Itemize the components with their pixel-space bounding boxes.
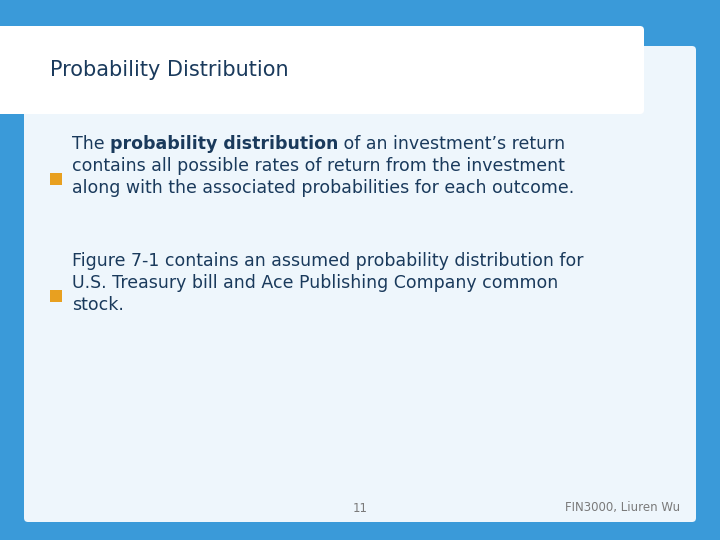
FancyBboxPatch shape (24, 46, 696, 522)
Text: probability distribution: probability distribution (110, 135, 338, 153)
Text: Figure 7-1 contains an assumed probability distribution for: Figure 7-1 contains an assumed probabili… (72, 252, 583, 270)
Text: 11: 11 (353, 502, 367, 515)
Text: U.S. Treasury bill and Ace Publishing Company common: U.S. Treasury bill and Ace Publishing Co… (72, 274, 558, 292)
Text: contains all possible rates of return from the investment: contains all possible rates of return fr… (72, 157, 565, 175)
Text: along with the associated probabilities for each outcome.: along with the associated probabilities … (72, 179, 575, 197)
Text: stock.: stock. (72, 296, 124, 314)
Text: of an investment’s return: of an investment’s return (338, 135, 566, 153)
Text: Probability Distribution: Probability Distribution (50, 60, 289, 80)
Bar (50, 290, 62, 302)
Bar (50, 173, 62, 185)
Text: FIN3000, Liuren Wu: FIN3000, Liuren Wu (565, 502, 680, 515)
Text: The: The (72, 135, 110, 153)
FancyBboxPatch shape (0, 26, 644, 114)
